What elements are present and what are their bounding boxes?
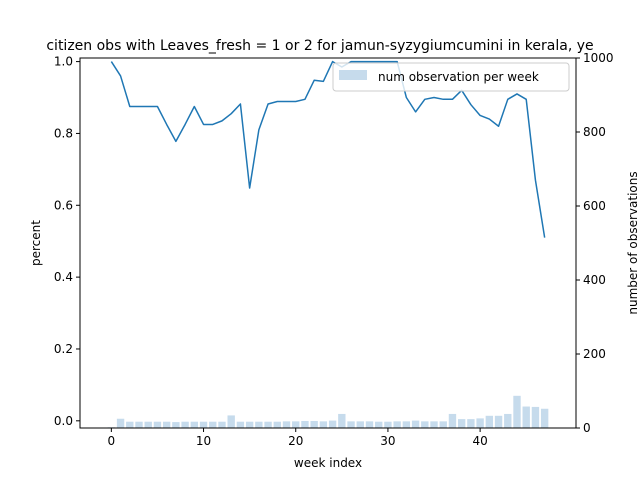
bar bbox=[282, 421, 291, 428]
bar bbox=[227, 415, 235, 428]
bar bbox=[116, 418, 125, 428]
x-tick-label: 10 bbox=[196, 434, 211, 448]
left-y-tick-label: 0.4 bbox=[54, 270, 73, 284]
bar bbox=[384, 421, 392, 428]
right-y-axis-label: number of observations bbox=[626, 171, 640, 314]
bar bbox=[494, 415, 503, 428]
bar bbox=[531, 406, 540, 428]
bar bbox=[162, 421, 171, 428]
right-y-tick-label: 0 bbox=[583, 421, 591, 435]
bar bbox=[485, 415, 494, 428]
left-y-tick-label: 0.8 bbox=[54, 126, 73, 140]
left-y-axis-label: percent bbox=[29, 220, 43, 266]
legend: num observation per week bbox=[332, 62, 570, 92]
axes-frame bbox=[79, 57, 577, 429]
left-y-tick-label: 0.6 bbox=[54, 198, 73, 212]
bar bbox=[476, 418, 484, 428]
x-axis-label: week index bbox=[294, 456, 362, 470]
bar bbox=[393, 421, 401, 428]
bar bbox=[457, 419, 466, 428]
bar bbox=[190, 421, 199, 428]
bar bbox=[448, 413, 457, 428]
bar bbox=[402, 421, 411, 428]
bar bbox=[375, 421, 383, 428]
chart-title: citizen obs with Leaves_fresh = 1 or 2 f… bbox=[46, 38, 593, 54]
x-tick-label: 30 bbox=[380, 434, 395, 448]
x-axis: 0 10 20 30 40 bbox=[108, 428, 488, 448]
bar bbox=[153, 421, 162, 428]
bar bbox=[264, 421, 272, 428]
bar bbox=[338, 413, 346, 428]
percent-line bbox=[110, 60, 546, 238]
right-y-tick-label: 200 bbox=[583, 347, 606, 361]
bar bbox=[540, 408, 549, 428]
right-y-tick-label: 800 bbox=[583, 125, 606, 139]
bar bbox=[411, 420, 420, 428]
bar bbox=[430, 421, 438, 428]
x-tick-label: 20 bbox=[288, 434, 303, 448]
bar bbox=[513, 395, 521, 428]
bar bbox=[181, 421, 189, 428]
legend-label: num observation per week bbox=[378, 70, 539, 84]
legend-swatch bbox=[339, 70, 367, 80]
left-y-tick-label: 0.0 bbox=[54, 414, 73, 428]
bar bbox=[236, 421, 245, 428]
bar bbox=[310, 420, 318, 428]
bar bbox=[255, 421, 263, 428]
bar bbox=[356, 421, 364, 428]
bar bbox=[292, 421, 300, 428]
right-y-tick-label: 400 bbox=[583, 273, 606, 287]
bar bbox=[273, 421, 281, 428]
left-y-tick-label: 0.2 bbox=[54, 342, 73, 356]
bar bbox=[522, 406, 530, 428]
bar bbox=[199, 421, 208, 428]
x-tick-label: 40 bbox=[472, 434, 487, 448]
x-tick-label: 0 bbox=[108, 434, 116, 448]
bar bbox=[301, 420, 309, 428]
bar-series bbox=[107, 395, 549, 428]
bar bbox=[218, 421, 226, 428]
bar bbox=[319, 421, 328, 428]
right-y-axis: 0 200 400 600 800 1000 bbox=[576, 51, 614, 435]
bar bbox=[328, 420, 337, 428]
left-y-axis: 0.0 0.2 0.4 0.6 0.8 1.0 bbox=[54, 55, 80, 428]
bar bbox=[144, 421, 152, 428]
bar bbox=[126, 421, 134, 428]
bar bbox=[439, 421, 447, 428]
bar bbox=[172, 422, 180, 428]
bar bbox=[421, 421, 429, 428]
right-y-tick-label: 1000 bbox=[583, 51, 614, 65]
bar bbox=[365, 421, 374, 428]
bar bbox=[504, 413, 512, 428]
bar bbox=[347, 421, 355, 428]
legend-box bbox=[332, 62, 570, 92]
right-y-tick-label: 600 bbox=[583, 199, 606, 213]
bar bbox=[209, 421, 217, 428]
bar bbox=[467, 419, 475, 428]
bar bbox=[135, 421, 143, 428]
line-series bbox=[110, 60, 546, 238]
bar bbox=[245, 421, 254, 428]
left-y-tick-label: 1.0 bbox=[54, 55, 73, 69]
